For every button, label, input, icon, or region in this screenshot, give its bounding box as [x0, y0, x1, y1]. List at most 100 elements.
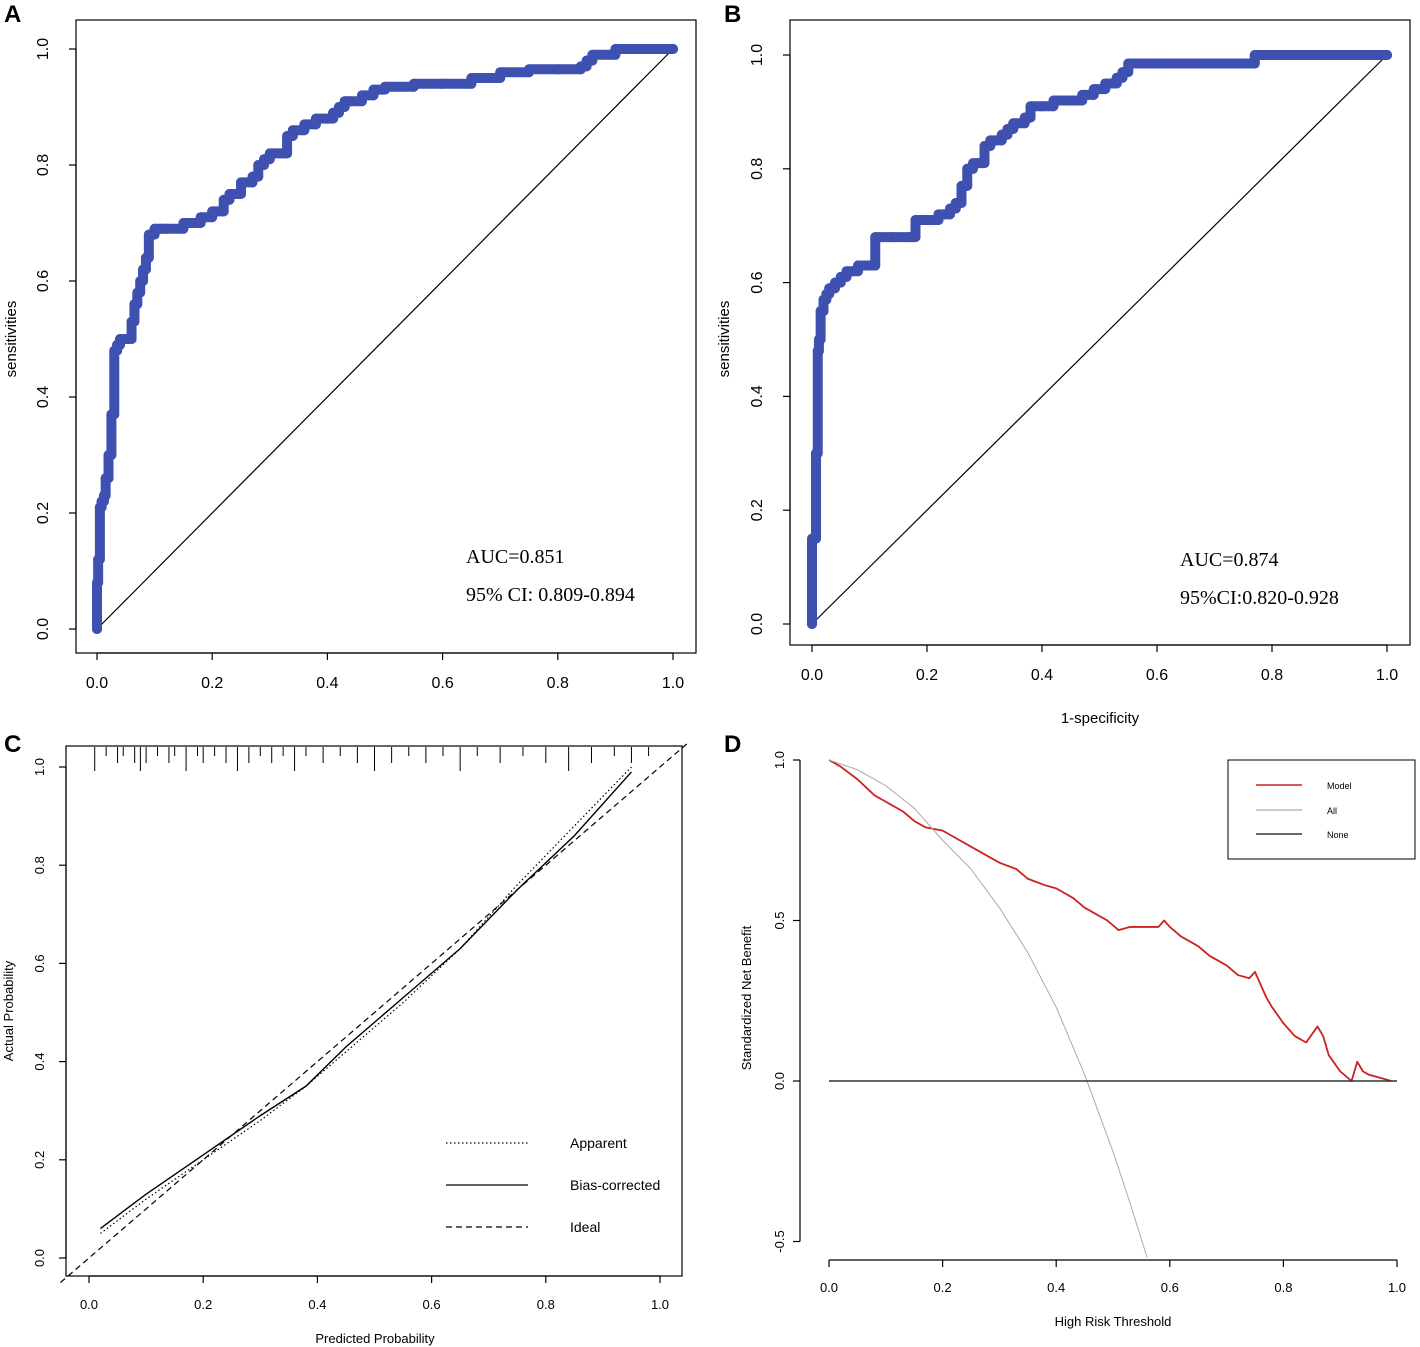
y-tick-label: 0.5: [772, 911, 787, 929]
y-tick-label: 0.4: [749, 385, 766, 407]
panel-c-axes: 0.0 0.2 0.4 0.6 0.8 1.0 0.0 0.2 0.4 0.6 0.8 1.0: [32, 758, 669, 1312]
roc-point: [524, 64, 534, 75]
y-tick-label: 0.6: [35, 270, 52, 292]
x-tick-label: 0.4: [308, 1297, 326, 1312]
roc-point: [380, 81, 390, 92]
x-tick-label: 0.2: [934, 1280, 952, 1295]
roc-point: [437, 78, 448, 89]
panel-d-x-label: High Risk Threshold: [1055, 1314, 1172, 1329]
roc-point: [92, 624, 102, 634]
roc-point: [1100, 78, 1111, 89]
roc-point: [910, 232, 921, 243]
roc-point: [1123, 58, 1134, 69]
roc-point: [236, 177, 246, 188]
roc-point: [815, 334, 826, 345]
roc-point: [1382, 50, 1392, 60]
roc-point: [345, 96, 356, 107]
roc-point: [887, 232, 898, 243]
roc-point: [195, 212, 206, 223]
legend-model-label: Model: [1327, 781, 1352, 791]
roc-point: [1249, 58, 1260, 69]
y-tick-label: 0.4: [32, 1053, 47, 1071]
roc-point: [813, 345, 824, 356]
roc-point: [853, 260, 863, 271]
roc-point: [253, 171, 264, 182]
roc-point: [1037, 101, 1047, 112]
calibration-apparent-line: [100, 766, 632, 1234]
x-tick-label: 0.2: [201, 675, 223, 692]
roc-point: [870, 260, 881, 271]
roc-point: [1008, 118, 1019, 129]
panel-a-ci: 95% CI: 0.809-0.894: [466, 584, 635, 606]
panel-c-legend: Apparent Bias-corrected Ideal: [446, 1135, 660, 1235]
x-tick-label: 0.6: [431, 675, 453, 692]
roc-point: [178, 218, 189, 228]
roc-point: [610, 44, 621, 54]
roc-point: [132, 299, 143, 310]
roc-point: [1077, 89, 1088, 100]
panel-label-b: B: [724, 1, 741, 28]
roc-point: [408, 78, 419, 89]
roc-point: [1065, 95, 1076, 106]
panel-b-roc: 0.0 0.2 0.4 0.6 0.8 1.0 0.0 0.2 0.4 0.6 0.8 1.0 sen…: [716, 19, 1411, 727]
roc-point: [224, 189, 235, 199]
roc-point: [264, 148, 275, 159]
roc-point: [1088, 84, 1099, 95]
roc-point: [1025, 101, 1036, 112]
panel-a-roc: 0.0 0.2 0.4 0.6 0.8 1.0 0.0 0.2 0.4 0.6 0.8 1.0 sen…: [3, 19, 697, 692]
roc-point: [236, 189, 246, 199]
roc-point: [962, 180, 973, 191]
roc-point: [138, 276, 149, 286]
roc-point: [1048, 95, 1059, 106]
y-tick-label: 0.0: [32, 1249, 47, 1267]
panel-c-plot-frame: [65, 745, 683, 1277]
y-tick-label: 0.0: [35, 618, 52, 640]
net-benefit-model-line: [828, 759, 1392, 1082]
legend-none-label: None: [1327, 830, 1349, 840]
panel-label-d: D: [724, 731, 741, 758]
y-tick-label: 0.2: [749, 499, 766, 521]
roc-point: [129, 316, 140, 327]
roc-point: [811, 533, 822, 544]
roc-point: [495, 67, 506, 78]
x-tick-label: 0.0: [820, 1280, 838, 1295]
roc-point: [94, 554, 105, 565]
y-tick-label: 0.2: [35, 502, 52, 524]
panel-a-auc: AUC=0.851: [466, 546, 565, 568]
x-tick-label: 0.0: [801, 667, 823, 684]
panel-d-axes: 0.0 0.2 0.4 0.6 0.8 1.0 -0.5 0.0 0.5 1.0: [772, 751, 1406, 1295]
panel-d-marks: [828, 759, 1397, 1258]
y-tick-label: 0.0: [749, 613, 766, 635]
y-tick-label: 0.8: [32, 856, 47, 874]
roc-point: [299, 119, 310, 130]
legend-bias-corrected-label: Bias-corrected: [570, 1177, 660, 1193]
panel-d-legend: Model All None: [1227, 759, 1416, 860]
roc-point: [956, 197, 967, 208]
net-benefit-all-line: [828, 759, 1148, 1258]
roc-point: [106, 450, 117, 460]
panel-b-y-label: sensitivities: [716, 301, 733, 378]
roc-point: [368, 84, 379, 95]
panel-a-y-label: sensitivities: [3, 301, 20, 378]
y-tick-label: 0.4: [35, 386, 52, 408]
roc-point: [552, 64, 563, 75]
x-tick-label: 0.6: [1161, 1280, 1179, 1295]
x-tick-label: 0.8: [547, 675, 569, 692]
x-tick-label: 0.4: [1031, 667, 1053, 684]
roc-point: [161, 223, 172, 234]
roc-point: [282, 148, 293, 159]
roc-point: [356, 90, 367, 101]
panel-c-marks: [60, 741, 689, 1284]
panel-b-ci: 95%CI:0.820-0.928: [1180, 587, 1339, 609]
x-tick-label: 0.6: [423, 1297, 441, 1312]
y-tick-label: 0.8: [749, 158, 766, 180]
panel-c-calibration: 0.0 0.2 0.4 0.6 0.8 1.0 0.0 0.2 0.4 0.6 0.8 1.0 Act…: [1, 741, 689, 1346]
panel-b-x-label: 1-specificity: [1061, 710, 1140, 727]
roc-point: [1025, 112, 1036, 123]
x-tick-label: 0.8: [1274, 1280, 1292, 1295]
y-tick-label: -0.5: [772, 1230, 787, 1252]
x-tick-label: 0.4: [1047, 1280, 1065, 1295]
y-tick-label: 0.6: [749, 271, 766, 293]
x-tick-label: 0.8: [537, 1297, 555, 1312]
